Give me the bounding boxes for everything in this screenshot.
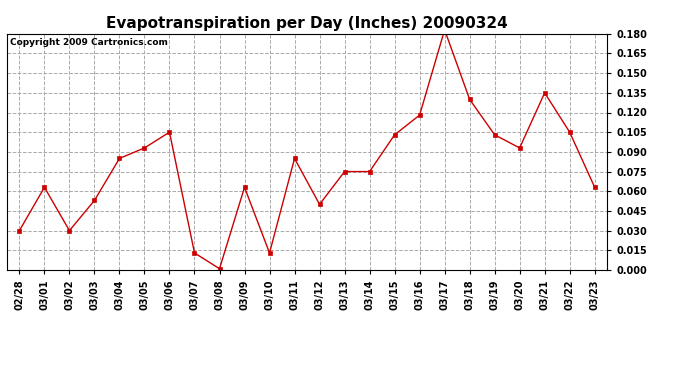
- Title: Evapotranspiration per Day (Inches) 20090324: Evapotranspiration per Day (Inches) 2009…: [106, 16, 508, 31]
- Text: Copyright 2009 Cartronics.com: Copyright 2009 Cartronics.com: [10, 39, 168, 48]
